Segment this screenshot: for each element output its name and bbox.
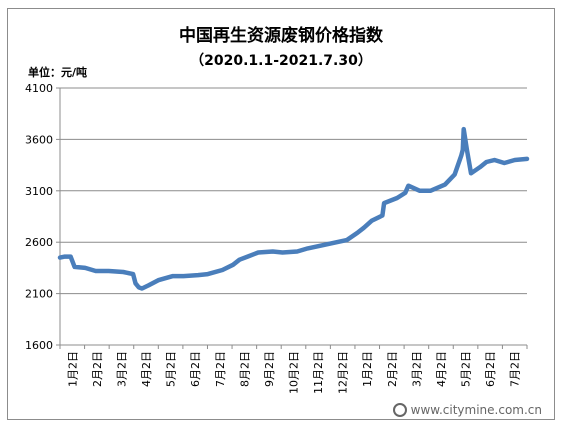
y-tick-label: 3100 bbox=[25, 185, 53, 198]
y-axis-label: 单位：元/吨 bbox=[28, 65, 87, 79]
y-tick-label: 1600 bbox=[25, 339, 53, 352]
y-tick-label: 2600 bbox=[25, 236, 53, 249]
x-tick-label: 2月2日 bbox=[386, 351, 399, 387]
x-tick-label: 8月2日 bbox=[238, 351, 251, 387]
x-tick-label: 3月2日 bbox=[115, 351, 128, 387]
x-tick-label: 6月2日 bbox=[484, 351, 497, 387]
gridlines bbox=[56, 87, 528, 349]
x-tick-label: 5月2日 bbox=[165, 351, 178, 387]
chart-title: 中国再生资源废钢价格指数 bbox=[179, 25, 384, 46]
citymine-logo-icon bbox=[392, 403, 407, 417]
chart-subtitle: （2020.1.1-2021.7.30） bbox=[190, 53, 372, 69]
x-tick-label: 4月2日 bbox=[140, 351, 153, 387]
x-tick-label: 7月2日 bbox=[214, 351, 227, 387]
y-tick-label: 2100 bbox=[25, 288, 53, 301]
watermark: www.citymine.com.cn bbox=[392, 403, 542, 417]
y-tick-label: 3600 bbox=[25, 133, 53, 146]
x-tick-label: 9月2日 bbox=[263, 351, 276, 387]
x-tick-label: 11月2日 bbox=[312, 351, 325, 394]
x-tick-labels: 1月2日 2月2日 3月2日 4月2日 5月2日 6月2日 7月2日 8月2日 9月2日 10月2… bbox=[66, 351, 521, 394]
plot-area bbox=[57, 126, 530, 291]
x-tick-label: 4月2日 bbox=[435, 351, 448, 387]
series-line bbox=[57, 126, 530, 291]
x-tick-label: 12月2日 bbox=[337, 351, 350, 394]
x-tick-label: 7月2日 bbox=[509, 351, 522, 387]
chart-frame: 中国再生资源废钢价格指数 （2020.1.1-2021.7.30） 单位：元/吨… bbox=[7, 8, 555, 420]
x-tick-label: 2月2日 bbox=[91, 351, 104, 387]
watermark-text: www.citymine.com.cn bbox=[410, 403, 542, 417]
y-tick-labels: 1600 2100 2600 3100 3600 4100 bbox=[25, 82, 53, 352]
y-tick-label: 4100 bbox=[25, 82, 53, 95]
x-tick-label: 3月2日 bbox=[410, 351, 423, 387]
x-tick-label: 5月2日 bbox=[460, 351, 473, 387]
line-chart: 中国再生资源废钢价格指数 （2020.1.1-2021.7.30） 单位：元/吨… bbox=[25, 25, 530, 394]
x-tick-label: 10月2日 bbox=[288, 351, 301, 394]
x-tick-label: 6月2日 bbox=[189, 351, 202, 387]
x-tick-label: 1月2日 bbox=[361, 351, 374, 387]
x-tick-label: 1月2日 bbox=[66, 351, 79, 387]
